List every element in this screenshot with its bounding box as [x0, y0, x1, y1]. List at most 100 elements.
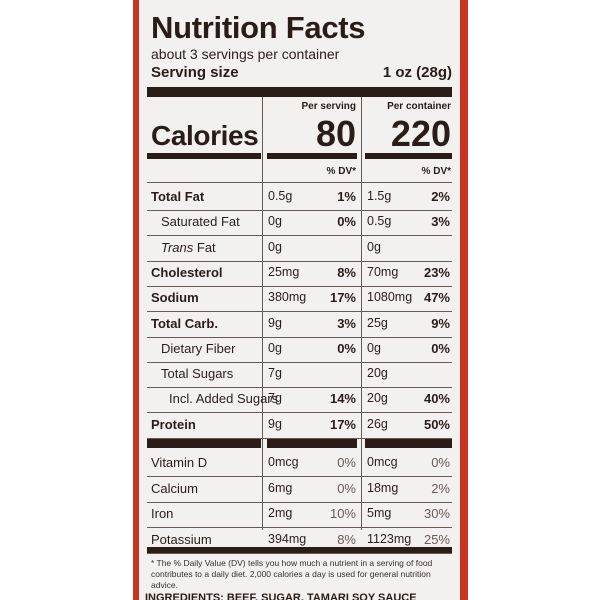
calories-bar-left	[147, 153, 261, 159]
row-divider	[147, 260, 452, 262]
serving-amount: 9g	[268, 416, 282, 431]
calories-bar-right	[365, 153, 452, 159]
row-divider	[147, 501, 452, 503]
dv-divider	[147, 182, 452, 183]
container-amount: 25g	[367, 315, 388, 330]
container-amount: 0g	[367, 239, 381, 254]
vitamin-name: Potassium	[151, 531, 212, 547]
nutrient-name-rest: Fat	[193, 239, 216, 255]
row-divider	[147, 210, 452, 211]
per-serving-header: Per serving	[301, 101, 356, 112]
footnote-divider	[147, 547, 452, 553]
serving-dv-percent: 8%	[337, 264, 356, 280]
nutrient-name: Total Carb.	[151, 315, 218, 331]
serving-amount: 0.5g	[268, 189, 293, 203]
container-amount: 1.5g	[367, 189, 392, 203]
serving-dv-percent: 0%	[337, 214, 356, 230]
container-dv-percent: 25%	[423, 531, 450, 547]
serving-amount: 7g	[268, 366, 282, 381]
serving-dv-percent: 0%	[337, 480, 356, 496]
container-dv-percent: 0%	[431, 340, 450, 356]
container-amount: 1123mg	[367, 531, 412, 546]
packaging-edge-left	[133, 0, 139, 600]
calories-per-container: 220	[390, 113, 451, 154]
container-dv-percent: 2%	[431, 189, 450, 204]
packaging-edge-right	[460, 0, 468, 600]
nutrient-name: Cholesterol	[151, 264, 223, 280]
dv-header-container: % DV*	[421, 166, 451, 177]
container-dv-percent: 23%	[423, 264, 450, 280]
serving-amount: 394mg	[268, 531, 307, 546]
container-amount: 0g	[367, 340, 381, 355]
row-divider	[147, 437, 452, 439]
column-divider-right	[361, 97, 362, 530]
container-amount: 26g	[367, 416, 388, 431]
thick-divider	[147, 87, 452, 97]
nutrient-name: Total Fat	[151, 189, 205, 204]
serving-dv-percent: 0%	[337, 455, 356, 470]
container-amount: 0mcg	[367, 455, 398, 469]
row-divider	[147, 361, 452, 363]
serving-amount: 0mcg	[268, 455, 299, 469]
nutrient-rows: Total Fat 0.5g 1% 1.5g 2% Saturated Fat 0g 0% 0.…	[139, 0, 460, 600]
serving-amount: 25mg	[268, 264, 300, 279]
nutrient-name: Dietary Fiber	[161, 340, 236, 356]
calories-bar-mid	[267, 153, 357, 159]
per-container-header: Per container	[387, 101, 451, 112]
column-divider-left	[262, 97, 263, 530]
vitamin-bar-mid	[267, 439, 357, 448]
row-divider	[147, 235, 452, 237]
serving-amount: 2mg	[268, 506, 293, 520]
container-amount: 5mg	[367, 506, 392, 520]
container-amount: 20g	[367, 366, 388, 381]
container-dv-percent: 0%	[431, 455, 450, 470]
container-dv-percent: 40%	[423, 391, 450, 407]
container-dv-percent: 2%	[431, 480, 450, 496]
vitamin-bar-left	[147, 439, 261, 448]
container-amount: 0.5g	[367, 214, 392, 229]
container-dv-percent: 47%	[423, 290, 450, 306]
nutrient-name-italic: Trans	[161, 239, 194, 255]
serving-amount: 0g	[268, 239, 282, 254]
serving-dv-percent: 8%	[337, 531, 356, 547]
serving-amount: 0g	[268, 214, 282, 229]
row-divider	[147, 336, 452, 338]
container-dv-percent: 30%	[423, 506, 450, 521]
container-amount: 1080mg	[367, 290, 413, 305]
row-divider	[147, 412, 452, 414]
nutrient-name: Protein	[151, 416, 196, 432]
nutrient-name: Incl. Added Sugars	[169, 391, 279, 407]
serving-amount: 380mg	[268, 290, 307, 305]
container-dv-percent: 3%	[431, 214, 450, 230]
vitamin-name: Iron	[151, 506, 174, 521]
dv-footnote: * The % Daily Value (DV) tells you how m…	[151, 558, 433, 590]
serving-dv-percent: 17%	[329, 290, 356, 306]
calories-label: Calories	[151, 120, 259, 151]
row-divider	[147, 311, 452, 313]
serving-dv-percent: 1%	[337, 189, 356, 204]
container-amount: 20g	[367, 391, 388, 406]
serving-dv-percent: 17%	[329, 416, 356, 432]
serving-amount: 6mg	[268, 480, 293, 495]
serving-dv-percent: 3%	[337, 315, 356, 331]
nutrient-name: Saturated Fat	[161, 214, 240, 230]
row-divider	[147, 476, 452, 477]
dv-header-serving: % DV*	[326, 166, 356, 177]
vitamin-name: Vitamin D	[151, 455, 208, 470]
row-divider	[147, 387, 452, 389]
row-divider	[147, 285, 452, 287]
container-amount: 18mg	[367, 480, 399, 495]
servings-per-container: about 3 servings per container	[151, 46, 340, 62]
ingredients-line: INGREDIENTS: BEEF, SUGAR, TAMARI SOY SAU…	[145, 592, 417, 600]
serving-dv-percent: 10%	[329, 506, 356, 521]
row-divider	[147, 527, 452, 528]
container-dv-percent: 9%	[431, 315, 450, 331]
serving-amount: 9g	[268, 315, 282, 330]
row-divider	[147, 552, 452, 554]
serving-amount: 0g	[268, 340, 282, 355]
serving-size-label: Serving size	[151, 64, 239, 81]
container-dv-percent: 50%	[423, 416, 450, 432]
serving-dv-percent: 14%	[329, 391, 356, 407]
serving-dv-percent: 0%	[337, 340, 356, 356]
label-title: Nutrition Facts	[151, 10, 366, 45]
